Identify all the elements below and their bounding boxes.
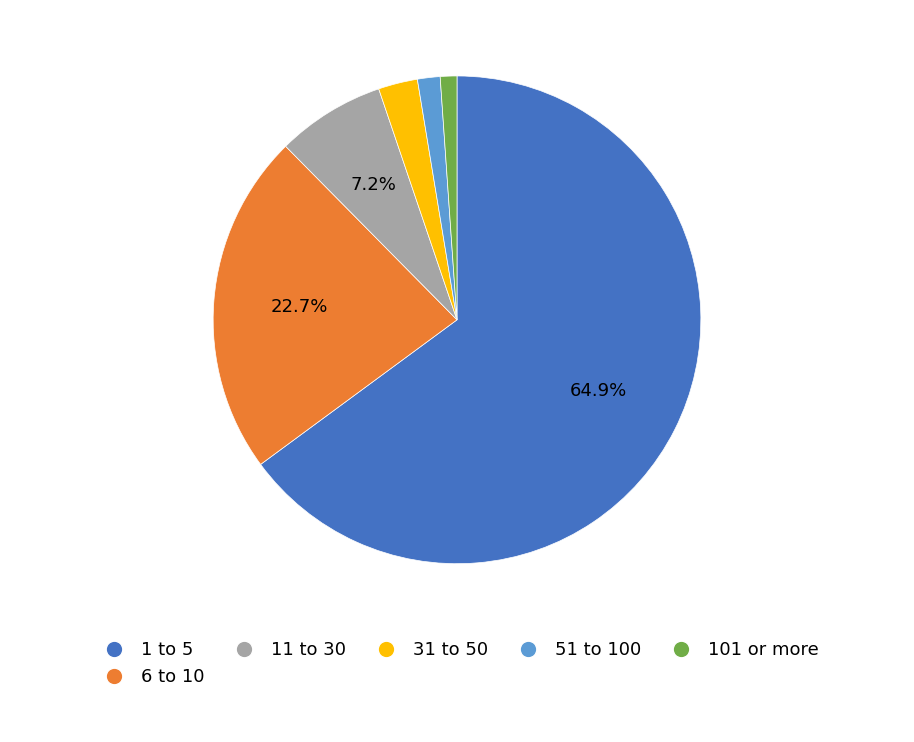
Wedge shape [286, 89, 457, 320]
Legend: 1 to 5, 6 to 10, 11 to 30, 31 to 50, 51 to 100, 101 or more: 1 to 5, 6 to 10, 11 to 30, 31 to 50, 51 … [87, 631, 827, 695]
Wedge shape [418, 76, 457, 320]
Wedge shape [378, 79, 457, 320]
Text: 22.7%: 22.7% [271, 298, 327, 316]
Wedge shape [260, 76, 701, 564]
Wedge shape [213, 146, 457, 464]
Wedge shape [441, 76, 457, 320]
Text: 7.2%: 7.2% [351, 176, 397, 194]
Text: 64.9%: 64.9% [569, 382, 627, 401]
